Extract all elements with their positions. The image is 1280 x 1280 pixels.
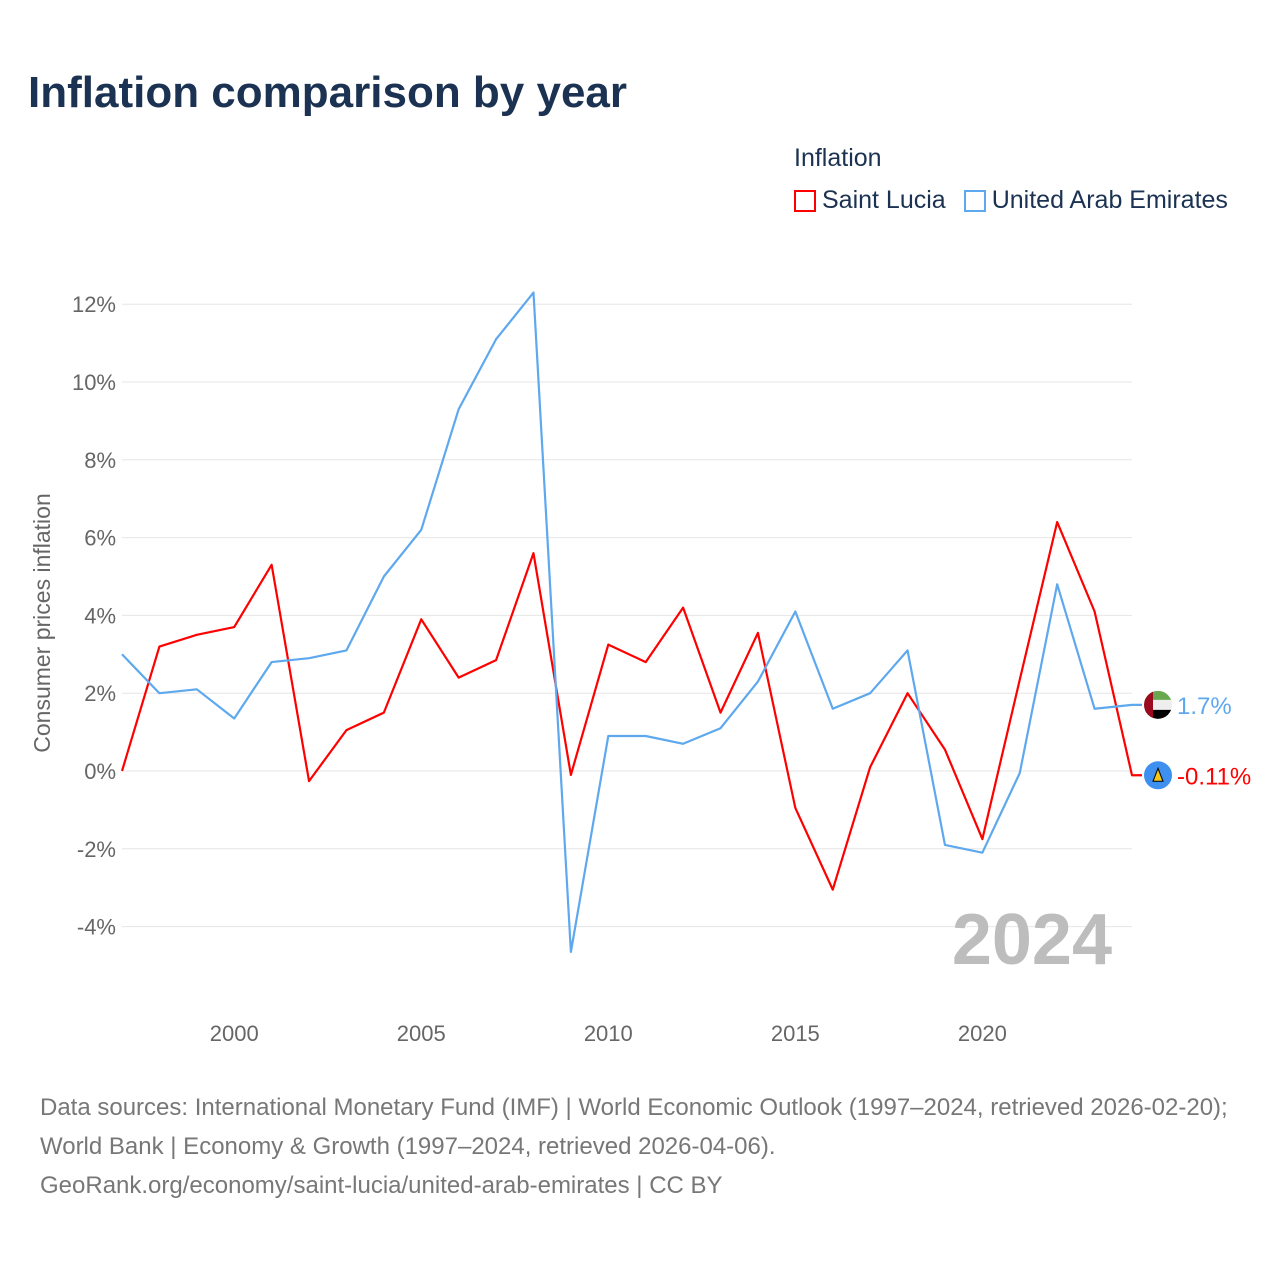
year-watermark: 2024 (952, 900, 1112, 980)
end-value-label: 1.7% (1177, 693, 1232, 720)
x-tick-label: 2005 (397, 1021, 446, 1046)
x-tick-label: 2020 (958, 1021, 1007, 1046)
y-tick-label: 12% (72, 292, 116, 317)
x-tick-label: 2000 (210, 1021, 259, 1046)
series-line-saint-lucia (120, 520, 1142, 891)
series-line-uae (121, 291, 1142, 953)
uae-flag-icon (1144, 690, 1172, 719)
y-tick-label: 4% (84, 603, 116, 628)
plot-area: -4% -2% 0% 2% 4% 6% 8% 10% 12% 2000 2005 2010 2015 20… (29, 291, 1251, 1046)
y-axis-label: Consumer prices inflation (29, 493, 55, 753)
x-tick-label: 2010 (584, 1021, 633, 1046)
y-tick-label: -2% (77, 837, 116, 862)
legend-title: Inflation (794, 144, 882, 172)
legend-label: United Arab Emirates (991, 186, 1228, 214)
footer: Data sources: International Monetary Fun… (40, 1088, 1250, 1205)
legend-swatch-uae (963, 189, 986, 212)
legend-label: Saint Lucia (822, 186, 946, 214)
legend: Saint Lucia United Arab Emirates (794, 186, 1228, 215)
end-value-label: -0.11% (1177, 763, 1251, 790)
legend-item-uae[interactable]: United Arab Emirates (963, 186, 1228, 215)
legend-swatch-saint-lucia (794, 189, 816, 212)
x-tick-label: 2015 (771, 1021, 820, 1046)
y-tick-label: 2% (84, 681, 116, 706)
y-tick-label: 10% (72, 370, 116, 395)
data-sources: Data sources: International Monetary Fun… (40, 1094, 1228, 1160)
saint-lucia-flag-triangle (1152, 766, 1164, 782)
y-tick-label: 6% (84, 526, 116, 551)
y-tick-label: 8% (84, 448, 116, 473)
source-link[interactable]: GeoRank.org/economy/saint-lucia/united-a… (40, 1172, 723, 1199)
y-tick-label: -4% (77, 915, 116, 940)
y-tick-label: 0% (84, 759, 116, 784)
chart-title: Inflation comparison by year (28, 68, 628, 117)
legend-item-saint-lucia[interactable]: Saint Lucia (794, 186, 946, 215)
